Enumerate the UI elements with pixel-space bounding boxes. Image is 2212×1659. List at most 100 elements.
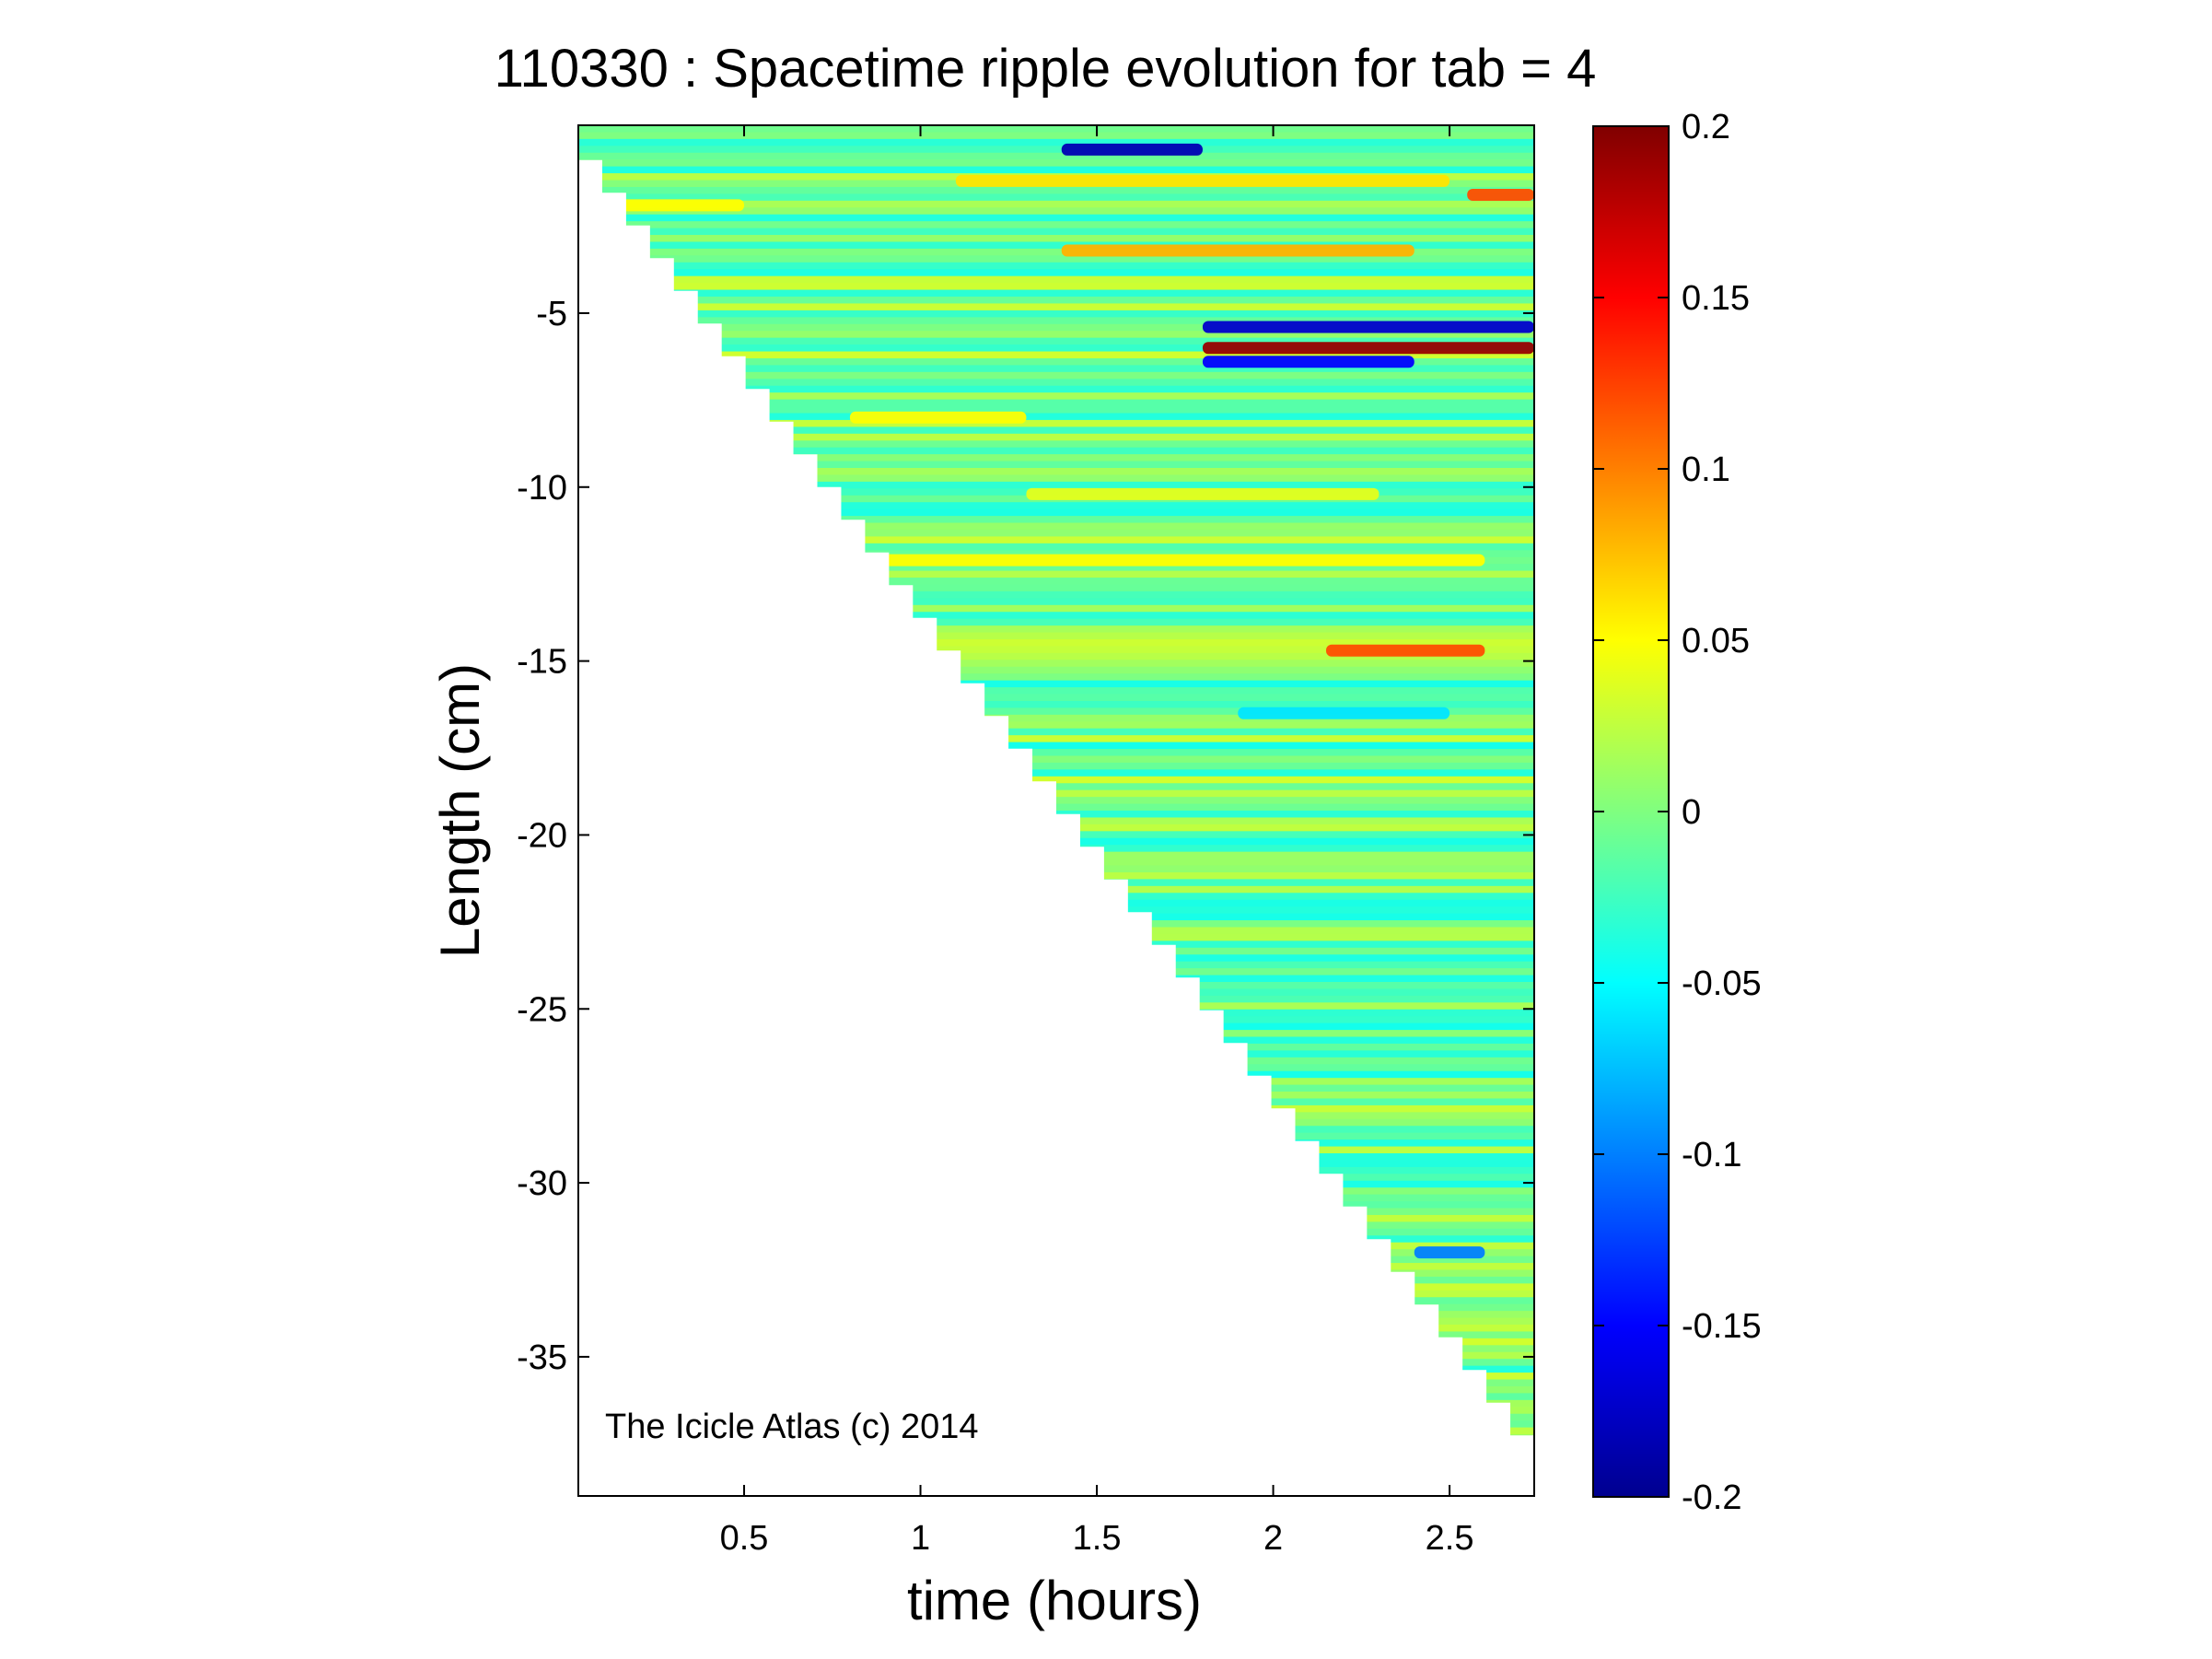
heatmap-row xyxy=(578,138,1534,147)
heatmap-row xyxy=(578,289,1534,298)
colorbar-tick-label: -0.15 xyxy=(1682,1307,1762,1346)
heatmap-row xyxy=(578,755,1534,764)
ripple-feature xyxy=(1414,1246,1485,1259)
heatmap-row xyxy=(578,474,1534,483)
heatmap-row xyxy=(578,132,1534,140)
colorbar-tick-label: 0 xyxy=(1682,793,1701,832)
ripple-feature xyxy=(1467,189,1534,202)
empty-region xyxy=(578,159,1534,1496)
heatmap-row xyxy=(578,694,1534,702)
heatmap-row xyxy=(578,186,1534,195)
colorbar-tick-label: 0.15 xyxy=(1682,279,1750,318)
heatmap-row xyxy=(578,680,1534,688)
heatmap-row xyxy=(578,283,1534,291)
heatmap-row xyxy=(578,660,1534,668)
heatmap-row xyxy=(578,646,1534,654)
ripple-feature xyxy=(1238,707,1450,719)
heatmap-row xyxy=(578,742,1534,750)
heatmap-row xyxy=(578,152,1534,160)
x-tick-label: 1 xyxy=(911,1519,930,1558)
ripple-feature xyxy=(849,554,1485,567)
heatmap-row xyxy=(578,522,1534,531)
y-tick-label: -10 xyxy=(517,469,567,508)
heatmap-row xyxy=(578,385,1534,393)
colorbar-tick-label: 0.1 xyxy=(1682,450,1730,489)
heatmap-row xyxy=(578,447,1534,455)
heatmap-row xyxy=(578,275,1534,284)
heatmap-row xyxy=(578,502,1534,510)
ripple-feature xyxy=(1202,342,1534,355)
heatmap-row xyxy=(578,379,1534,387)
heatmap-row xyxy=(578,632,1534,640)
heatmap-row xyxy=(578,508,1534,517)
y-axis-label: Length (cm) xyxy=(429,663,491,958)
heatmap-area xyxy=(578,125,1534,1496)
heatmap-row xyxy=(578,481,1534,490)
heatmap-row xyxy=(578,666,1534,674)
colorbar xyxy=(1592,125,1670,1498)
colorbar-tick-label: -0.05 xyxy=(1682,964,1762,1003)
copyright-annotation: The Icicle Atlas (c) 2014 xyxy=(605,1408,979,1446)
heatmap-row xyxy=(578,365,1534,373)
heatmap-row xyxy=(578,146,1534,154)
y-tick-label: -20 xyxy=(517,816,567,855)
heatmap-row xyxy=(578,159,1534,168)
heatmap-row xyxy=(578,769,1534,777)
heatmap-row xyxy=(578,728,1534,736)
heatmap-row xyxy=(578,166,1534,174)
heatmap-row xyxy=(578,193,1534,202)
colorbar-tick-label: 0.05 xyxy=(1682,622,1750,660)
heatmap-row xyxy=(578,762,1534,771)
heatmap-row xyxy=(578,776,1534,785)
heatmap-row xyxy=(578,652,1534,661)
ripple-feature xyxy=(1061,143,1203,156)
heatmap-row xyxy=(578,214,1534,222)
x-axis-label: time (hours) xyxy=(907,1570,1202,1631)
ripple-feature xyxy=(849,411,1027,424)
ripple-feature xyxy=(955,174,1450,187)
heatmap-features xyxy=(620,143,1534,1259)
heatmap-row xyxy=(578,529,1534,538)
y-tick-label: -15 xyxy=(517,643,567,682)
y-axis-ticks: -5 -10 -15 -20 -25 -30 -35 xyxy=(517,295,1534,1377)
heatmap-row xyxy=(578,461,1534,469)
x-tick-label: 2.5 xyxy=(1426,1519,1474,1558)
heatmap-row xyxy=(578,618,1534,626)
heatmap-row xyxy=(578,357,1534,367)
heatmap-row xyxy=(578,433,1534,442)
colorbar-tick-label: -0.2 xyxy=(1682,1478,1741,1517)
heatmap-row xyxy=(578,337,1534,345)
colorbar-tick-label: -0.1 xyxy=(1682,1136,1741,1174)
heatmap-row xyxy=(578,590,1534,600)
heatmap-row xyxy=(578,419,1534,428)
y-tick-label: -25 xyxy=(517,990,567,1029)
y-tick-label: -5 xyxy=(536,295,567,333)
heatmap-row xyxy=(578,262,1534,271)
ripple-feature xyxy=(1202,356,1415,368)
ripple-feature xyxy=(1202,321,1534,333)
heatmap-row xyxy=(578,200,1534,209)
heatmap-row xyxy=(578,297,1534,305)
heatmap-row xyxy=(578,454,1534,462)
heatmap-row xyxy=(578,584,1534,592)
heatmap-row xyxy=(578,269,1534,277)
colorbar-tick-label: 0.2 xyxy=(1682,108,1730,146)
heatmap-row xyxy=(578,440,1534,449)
heatmap-row xyxy=(578,351,1534,359)
ripple-feature xyxy=(1326,644,1485,657)
heatmap-row xyxy=(578,612,1534,620)
heatmap-row xyxy=(578,392,1534,401)
heatmap-row xyxy=(578,125,1534,134)
heatmap-row xyxy=(578,331,1534,339)
heatmap-row xyxy=(578,248,1534,257)
x-tick-label: 1.5 xyxy=(1073,1519,1122,1558)
heatmap-row xyxy=(578,399,1534,407)
heatmap-row xyxy=(578,543,1534,552)
chart-title: 110330 : Spacetime ripple evolution for … xyxy=(495,39,1597,99)
x-tick-label: 2 xyxy=(1263,1519,1283,1558)
heatmap-row xyxy=(578,221,1534,229)
heatmap-row xyxy=(578,317,1534,325)
heatmap-row xyxy=(578,687,1534,695)
heatmap-row xyxy=(578,235,1534,243)
